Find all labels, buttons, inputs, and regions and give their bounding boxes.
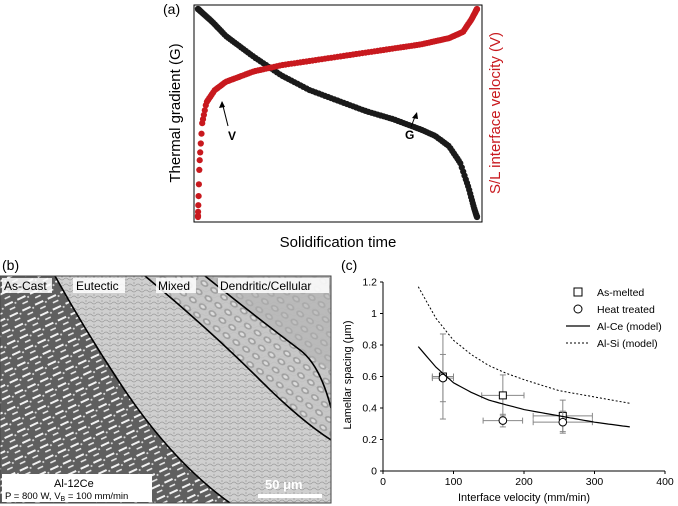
- series-v-point: [201, 107, 208, 114]
- annotation-v-arrowhead: [219, 101, 225, 108]
- legend-marker-as-melted: [573, 287, 583, 297]
- marker-square: [498, 391, 507, 400]
- region-label-bg-4: [218, 278, 329, 293]
- panel-c-legend: As-melted Heat treated Al-Ce (model) Al-…: [566, 287, 662, 350]
- info-box: [2, 474, 152, 502]
- panel-a: (a) Solidification time Thermal gradient…: [163, 1, 504, 251]
- micrograph-frame: [0, 275, 332, 504]
- x-tick-label: 400: [656, 476, 674, 488]
- boundary-1: [54, 276, 231, 503]
- curve-al-ce-model: [417, 346, 630, 428]
- series-v-point: [473, 5, 481, 13]
- annotation-v: V: [228, 129, 236, 143]
- process-parameters: P = 800 W, VB = 100 mm/min: [5, 491, 128, 503]
- scale-bar: [258, 494, 322, 498]
- point-heat-treated: [431, 353, 454, 403]
- y-tick-label: 1: [371, 308, 377, 320]
- panel-c: (c) 0 0.2 0.4 0.6 0.8 1 1.2 0 100 200 300 400 Inter…: [341, 257, 674, 504]
- series-v-point: [195, 193, 202, 200]
- curve-al-si-model: [417, 286, 630, 404]
- x-tick-label: 300: [586, 476, 604, 488]
- series-g-point: [473, 213, 481, 221]
- panel-c-axes: 0 0.2 0.4 0.6 0.8 1 1.2 0 100 200 300 400: [362, 277, 674, 489]
- annotation-g: G: [405, 128, 414, 142]
- point-as-melted: [481, 374, 525, 417]
- region-label-as-cast: As-Cast: [4, 279, 47, 293]
- series-v-point: [195, 208, 202, 215]
- panel-a-right-axis-label: S/L interface velocity (V): [487, 32, 504, 194]
- y-tick-label: 0: [371, 466, 377, 478]
- marker-circle: [438, 373, 448, 383]
- legend-label-as-melted: As-melted: [597, 287, 644, 299]
- series-v-point: [195, 181, 202, 188]
- series-v-point: [197, 140, 204, 147]
- x-tick-label: 100: [445, 476, 463, 488]
- boundary-3: [204, 276, 331, 409]
- panel-a-label: (a): [163, 1, 180, 17]
- scale-bar-label: 50 μm: [265, 477, 303, 492]
- region-label-bg-1: [2, 278, 52, 293]
- panel-b-label: (b): [2, 257, 19, 273]
- micrograph: [0, 276, 331, 503]
- panel-c-y-axis-label: Lamellar spacing (μm): [342, 320, 354, 429]
- region-label-bg-2: [73, 278, 125, 293]
- region-label-bg-3: [156, 278, 196, 293]
- alloy-label: Al-12Ce: [54, 478, 94, 490]
- marker-circle: [558, 417, 568, 427]
- series-v-point: [196, 157, 203, 164]
- region-label-eutectic: Eutectic: [76, 279, 119, 293]
- panel-b: (b) As-Cast Eutectic Mixed Dendritic/Cel…: [0, 257, 332, 504]
- legend-marker-heat-treated: [573, 304, 583, 314]
- series-v-point: [198, 130, 205, 137]
- marker-circle: [498, 416, 508, 425]
- x-tick-label: 0: [380, 476, 386, 488]
- series-v-point: [200, 111, 207, 118]
- point-heat-treated: [532, 410, 593, 434]
- annotation-g-arrowhead: [412, 112, 418, 119]
- panel-a-left-axis-label: Thermal gradient (G): [167, 43, 184, 182]
- boundary-2: [144, 276, 331, 441]
- y-tick-label: 0.6: [362, 371, 377, 383]
- y-tick-label: 0.8: [362, 340, 377, 352]
- panel-c-series: [417, 286, 630, 434]
- panel-a-series: [194, 5, 481, 221]
- legend-label-al-si: Al-Si (model): [597, 338, 658, 350]
- x-tick-label: 200: [515, 476, 533, 488]
- region-label-mixed: Mixed: [158, 279, 190, 293]
- series-v-point: [196, 166, 203, 173]
- series-v-point: [197, 149, 204, 156]
- as-cast-region: [0, 276, 230, 503]
- dendritic-region: [205, 276, 331, 370]
- series-v-point: [195, 202, 202, 209]
- legend-label-heat-treated: Heat treated: [597, 304, 655, 316]
- series-g: [194, 5, 481, 221]
- panel-a-x-axis-label: Solidification time: [280, 234, 397, 251]
- panel-c-label: (c): [341, 257, 357, 273]
- y-tick-label: 1.2: [362, 277, 377, 289]
- series-v: [194, 5, 481, 221]
- panel-a-axes-frame: [193, 4, 483, 223]
- y-tick-label: 0.4: [362, 403, 377, 415]
- panel-c-x-axis-label: Interface velocity (mm/min): [458, 492, 590, 504]
- region-label-dendritic: Dendritic/Cellular: [220, 279, 311, 293]
- legend-label-al-ce: Al-Ce (model): [597, 321, 662, 333]
- point-heat-treated: [482, 413, 524, 428]
- y-tick-label: 0.2: [362, 434, 377, 446]
